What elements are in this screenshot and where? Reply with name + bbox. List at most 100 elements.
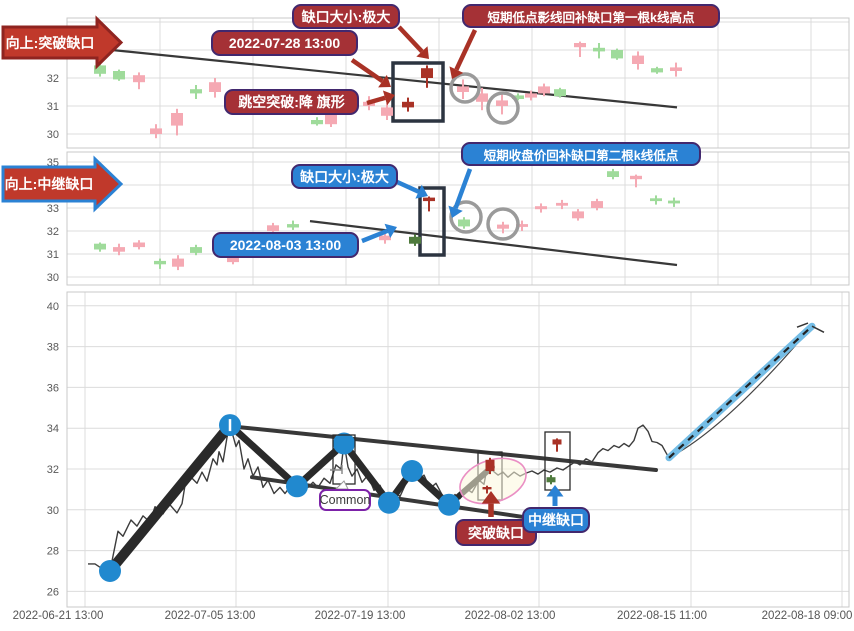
candle-body xyxy=(133,242,145,248)
y-axis-tick: 32 xyxy=(47,226,59,238)
candle-body xyxy=(172,258,184,267)
candle-body xyxy=(482,487,492,490)
candle-body xyxy=(154,260,166,265)
y-axis-tick: 28 xyxy=(47,546,59,558)
gap-box xyxy=(391,61,445,123)
pivot-dot xyxy=(438,493,460,516)
arrow-icon xyxy=(481,491,501,504)
arrow-icon xyxy=(546,485,564,497)
candle-body xyxy=(311,120,323,125)
zigzag-segment xyxy=(105,420,235,576)
candle-body xyxy=(94,243,106,250)
y-axis-tick: 30 xyxy=(47,272,59,284)
candle-body xyxy=(150,128,162,134)
y-axis-tick: 32 xyxy=(47,464,59,476)
candle-body xyxy=(516,224,528,227)
pivot-dot xyxy=(333,432,355,455)
candle-body xyxy=(227,255,239,263)
candle-body xyxy=(113,71,125,80)
candle-body xyxy=(591,201,603,208)
arrow-icon xyxy=(448,205,463,218)
candle-body xyxy=(485,459,495,471)
candle-body xyxy=(381,107,393,116)
candle-body xyxy=(574,43,586,48)
end-tick xyxy=(811,325,825,333)
zigzag-segment xyxy=(226,421,301,490)
candle-body xyxy=(402,101,414,108)
panel-border xyxy=(66,291,850,608)
pivot-dot xyxy=(401,460,423,482)
candle-body xyxy=(497,224,509,229)
candle-body xyxy=(171,113,183,126)
panel-zigzag-overview: 40 38 36 34 32 30 28 26 xyxy=(47,291,850,608)
gap-box xyxy=(418,186,446,257)
arrow-icon xyxy=(382,90,395,106)
y-axis-tick: 30 xyxy=(47,129,59,141)
candle-body xyxy=(611,50,623,59)
pivot-dot xyxy=(99,560,121,582)
candle-body xyxy=(133,75,145,83)
candle-body xyxy=(668,200,680,204)
y-axis-tick: 31 xyxy=(47,249,59,261)
candle-body xyxy=(632,55,644,64)
arrow-icon xyxy=(384,223,397,238)
arrow-icon xyxy=(378,74,391,88)
arrow-icon xyxy=(449,66,464,79)
candle-body xyxy=(302,103,314,109)
candle-body xyxy=(457,86,469,92)
highlight-circle xyxy=(486,91,520,125)
candle-body xyxy=(458,219,470,227)
y-axis-tick: 33 xyxy=(47,203,59,215)
candle-body xyxy=(94,65,106,74)
candle-body xyxy=(423,197,435,202)
y-axis-tick: 36 xyxy=(47,382,59,394)
y-axis-tick: 32 xyxy=(47,73,59,85)
y-axis-tick: 30 xyxy=(47,505,59,517)
y-axis-tick: 34 xyxy=(47,423,59,435)
candle-body xyxy=(512,95,524,99)
candle-body xyxy=(535,206,547,210)
panel-breakout-gap-kline: 32 31 30 xyxy=(1,15,850,149)
candle-body xyxy=(650,198,662,202)
y-axis-tick: 40 xyxy=(47,301,59,313)
y-axis-tick: 31 xyxy=(47,101,59,113)
candle-body xyxy=(190,247,202,253)
candle-body xyxy=(651,68,663,73)
candle-body xyxy=(325,114,337,125)
zigzag-segment xyxy=(340,440,393,507)
candle-body xyxy=(593,47,605,52)
candle-body xyxy=(409,236,421,244)
direction-banner-relay-gap-kline xyxy=(1,155,124,213)
candle-body xyxy=(209,82,221,92)
end-tick xyxy=(796,322,809,328)
highlight-circle xyxy=(449,200,483,234)
candle-body xyxy=(538,86,550,94)
direction-banner-breakout-gap-kline xyxy=(1,15,124,70)
candle-body xyxy=(267,225,279,232)
candle-body xyxy=(287,224,299,228)
candle-body xyxy=(496,100,508,106)
candle-body xyxy=(572,211,584,219)
pivot-dot xyxy=(378,491,400,514)
candle-body xyxy=(546,477,556,483)
candle-body xyxy=(556,202,568,206)
candle-body xyxy=(554,89,566,97)
candle-body xyxy=(379,235,391,241)
candle-body xyxy=(311,236,323,241)
y-axis-tick: 38 xyxy=(47,342,59,354)
candle-body xyxy=(190,89,202,94)
highlight-circle xyxy=(449,72,481,104)
panel-border xyxy=(66,151,850,286)
projection-dash xyxy=(668,325,813,459)
candle-body xyxy=(113,247,125,252)
channel-line xyxy=(228,424,658,472)
candle-body xyxy=(607,171,619,177)
callout-pointer xyxy=(334,480,349,490)
candle-body xyxy=(476,93,488,102)
pivot-dot xyxy=(286,475,308,498)
candle-body xyxy=(630,175,642,180)
highlight-circle xyxy=(486,207,520,241)
